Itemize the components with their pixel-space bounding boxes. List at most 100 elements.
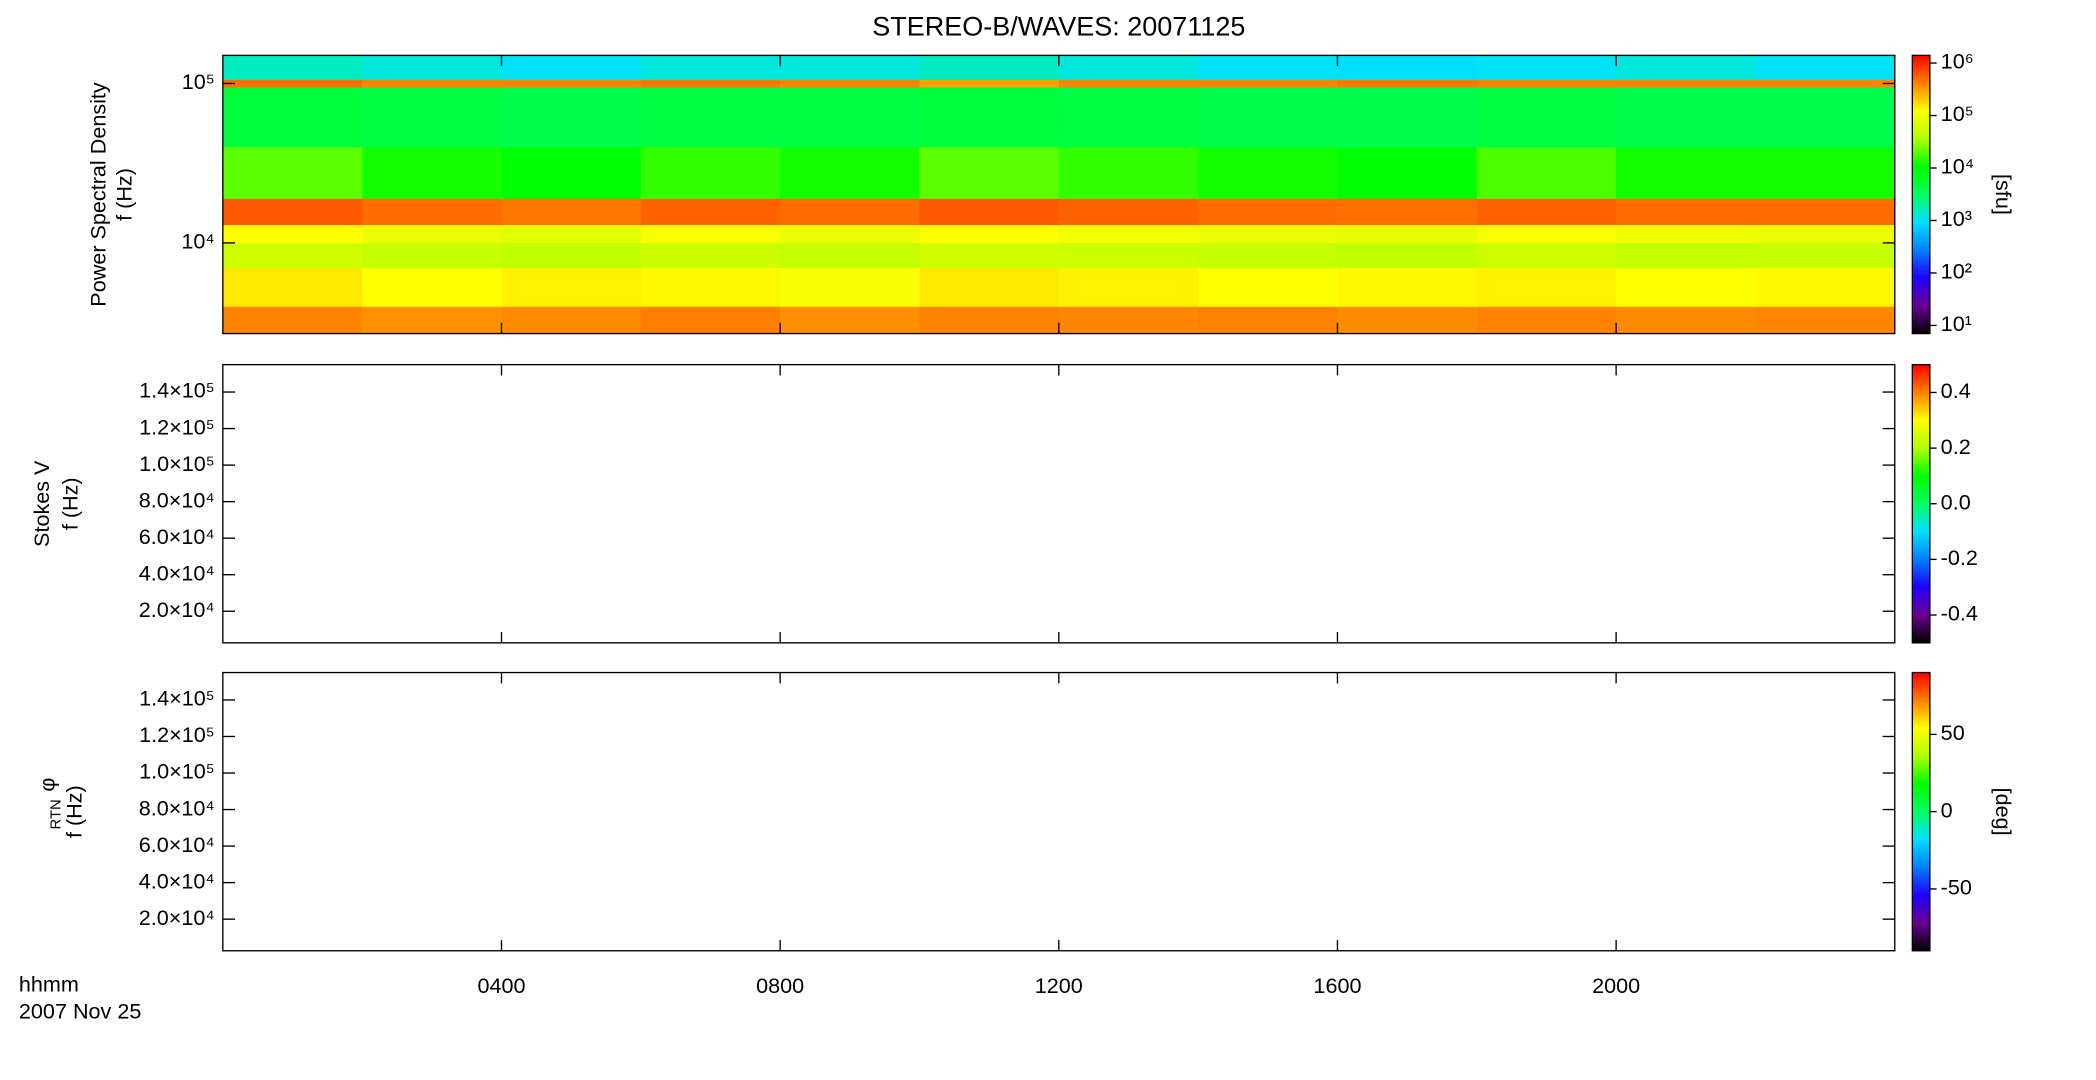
heatmap-cell	[362, 198, 503, 226]
heatmap-cell	[640, 55, 781, 80]
y-tick-label: 8.0×10⁴	[139, 487, 215, 512]
colorbar-tick-label: 10³	[1941, 206, 1972, 231]
heatmap-cell	[780, 306, 921, 334]
plot-frame	[222, 671, 1896, 952]
heatmap-cell	[501, 79, 642, 88]
heatmap-cell	[1616, 306, 1757, 334]
heatmap-cell	[919, 87, 1060, 148]
heatmap-cell	[1755, 224, 1896, 244]
heatmap-cell	[222, 198, 363, 226]
colorbar-tick-label: -0.2	[1941, 545, 1978, 570]
colorbar-tick-label: -50	[1941, 875, 1972, 900]
heatmap-cell	[1058, 55, 1199, 80]
heatmap-cell	[1337, 55, 1478, 80]
heatmap-cell	[1337, 79, 1478, 88]
heatmap-cell	[780, 79, 921, 88]
x-tick-label: 0400	[477, 973, 525, 998]
y-tick-label: 1.2×10⁵	[139, 722, 215, 747]
heatmap-cell	[1755, 306, 1896, 334]
heatmap-cell	[1198, 224, 1339, 244]
y-axis-label: RTN	[49, 799, 65, 829]
heatmap-cell	[1755, 198, 1896, 226]
heatmap-cell	[1616, 87, 1757, 148]
chart-title: STEREO-B/WAVES: 20071125	[872, 12, 1245, 42]
heatmap-cell	[640, 267, 781, 307]
y-tick-label: 1.2×10⁵	[139, 414, 215, 439]
heatmap-cell	[780, 224, 921, 244]
heatmap-cell	[640, 198, 781, 226]
heatmap-cell	[1476, 79, 1617, 88]
heatmap-cell	[640, 224, 781, 244]
heatmap-cell	[1058, 146, 1199, 199]
heatmap-cell	[1058, 224, 1199, 244]
heatmap-cell	[640, 242, 781, 269]
colorbar-label: [sfu]	[1991, 174, 2016, 215]
heatmap-cell	[1476, 306, 1617, 334]
heatmap-cell	[780, 198, 921, 226]
heatmap-cell	[1058, 306, 1199, 334]
heatmap-cell	[501, 242, 642, 269]
heatmap-cell	[1755, 146, 1896, 199]
heatmap-cell	[1058, 198, 1199, 226]
colorbar-tick-label: -0.4	[1941, 601, 1978, 626]
y-tick-label: 2.0×10⁴	[139, 597, 215, 622]
heatmap-cell	[919, 224, 1060, 244]
heatmap-cell	[1337, 224, 1478, 244]
heatmap-cell	[1058, 79, 1199, 88]
heatmap-cell	[501, 224, 642, 244]
heatmap-cell	[362, 55, 503, 80]
heatmap-cell	[501, 198, 642, 226]
colorbar-tick-label: 10⁶	[1941, 49, 1974, 74]
heatmap-cell	[1337, 87, 1478, 148]
heatmap-cell	[1616, 198, 1757, 226]
heatmap-cell	[919, 146, 1060, 199]
heatmap-cell	[1616, 55, 1757, 80]
colorbar-tick-label: 0.4	[1941, 378, 1971, 403]
heatmap-cell	[501, 267, 642, 307]
heatmap-cell	[640, 79, 781, 88]
heatmap-cell	[501, 55, 642, 80]
heatmap-cell	[1755, 87, 1896, 148]
y-tick-label: 1.0×10⁵	[139, 759, 215, 784]
heatmap-cell	[1337, 146, 1478, 199]
heatmap-cell	[501, 306, 642, 334]
heatmap-cell	[1616, 79, 1757, 88]
heatmap-cell	[1616, 224, 1757, 244]
heatmap-cell	[1337, 306, 1478, 334]
y-axis-label: f (Hz)	[61, 785, 86, 838]
y-axis-label: Power Spectral Density	[86, 82, 111, 307]
y-tick-label: 6.0×10⁴	[139, 524, 215, 549]
y-tick-label: 4.0×10⁴	[139, 868, 215, 893]
heatmap-cell	[1198, 306, 1339, 334]
heatmap-cell	[1198, 198, 1339, 226]
heatmap-cell	[1198, 242, 1339, 269]
heatmap-cell	[1616, 146, 1757, 199]
x-axis-label: hhmm	[19, 972, 79, 997]
heatmap-cell	[780, 87, 921, 148]
heatmap-cell	[1755, 267, 1896, 307]
colorbar-tick-label: 10⁵	[1941, 101, 1974, 126]
heatmap-cell	[222, 267, 363, 307]
heatmap-cell	[1337, 267, 1478, 307]
y-tick-label: 1.0×10⁵	[139, 451, 215, 476]
colorbar-tick-label: 10¹	[1941, 311, 1972, 336]
heatmap-cell	[1476, 242, 1617, 269]
heatmap-cell	[1198, 55, 1339, 80]
colorbar	[1911, 54, 1931, 335]
heatmap-cell	[780, 146, 921, 199]
y-tick-label: 1.4×10⁵	[139, 686, 215, 711]
heatmap-cell	[780, 242, 921, 269]
heatmap-cell	[1476, 55, 1617, 80]
heatmap-cell	[222, 306, 363, 334]
heatmap-cell	[1198, 79, 1339, 88]
heatmap-cell	[222, 146, 363, 199]
y-axis-label: f (Hz)	[111, 168, 136, 221]
colorbar-tick-label: 10²	[1941, 259, 1972, 284]
y-tick-label: 6.0×10⁴	[139, 832, 215, 857]
colorbar-tick-label: 50	[1941, 720, 1965, 745]
heatmap-cell	[362, 242, 503, 269]
heatmap-cell	[780, 267, 921, 307]
colorbar-tick-label: 10⁴	[1941, 154, 1974, 179]
